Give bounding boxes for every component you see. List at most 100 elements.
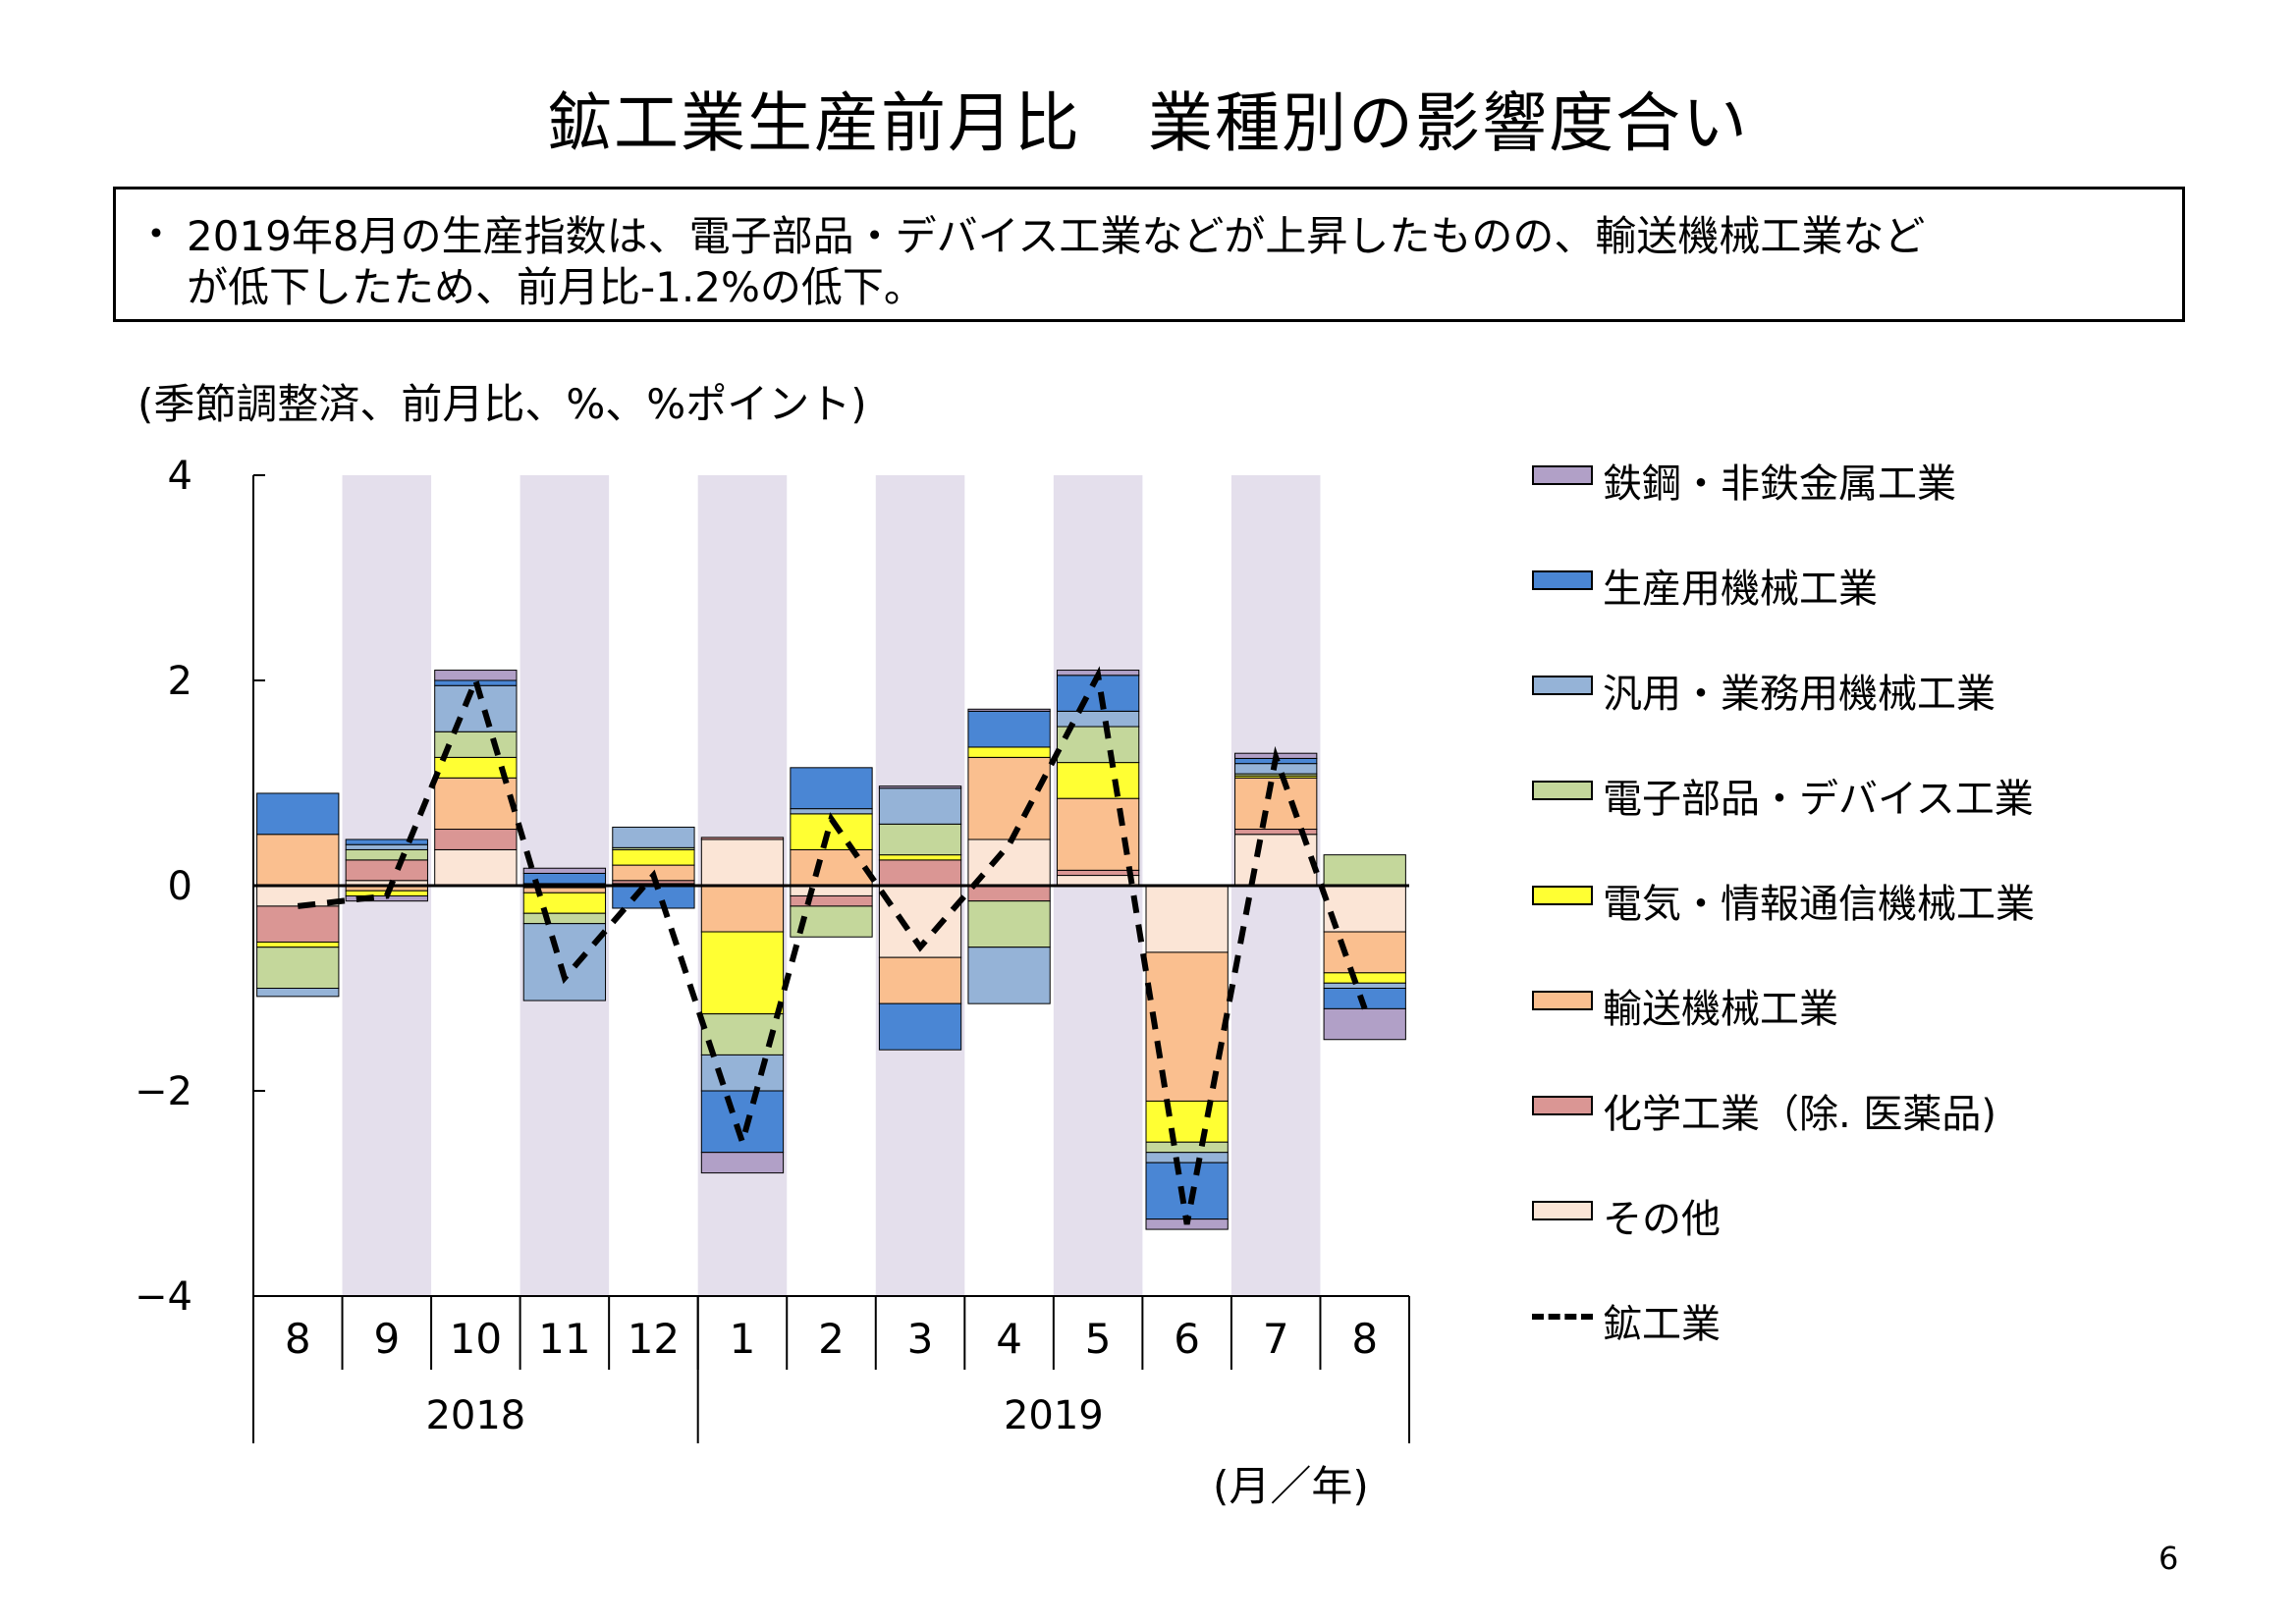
- legend-item: 生産用機械工業: [1532, 557, 2219, 612]
- bar-segment: [256, 885, 340, 907]
- bar-segment: [700, 1152, 785, 1174]
- legend-label: 輸送機械工業: [1603, 987, 1838, 1032]
- bar-segment: [1145, 1162, 1229, 1220]
- page-title: 鉱工業生産前月比 業種別の影響度合い: [547, 85, 1749, 161]
- bar-segment: [1145, 1152, 1229, 1164]
- bar-segment: [967, 885, 1051, 902]
- chart-unit-label: (季節調整済、前月比、%、%ポイント): [137, 380, 867, 428]
- bar-segment: [967, 746, 1051, 758]
- total-production-line: [297, 666, 1368, 1225]
- page-number: 6: [2159, 1540, 2179, 1577]
- bar-segment: [1145, 1141, 1229, 1154]
- bar-segment: [878, 1002, 962, 1051]
- y-tick-label: −2: [135, 1069, 192, 1114]
- bar-segment: [1323, 931, 1406, 974]
- x-tick-label: 12: [628, 1315, 680, 1363]
- bar-segment: [700, 839, 785, 887]
- bar-segment: [967, 756, 1051, 840]
- bar-segment: [878, 854, 962, 861]
- bar-segment: [1056, 875, 1140, 887]
- bar-segment: [1056, 762, 1140, 799]
- y-tick-label: −4: [135, 1274, 192, 1320]
- bar-segment: [700, 837, 785, 840]
- bar-segment: [878, 956, 962, 1004]
- y-tick-label: 2: [168, 659, 192, 704]
- bar-segment: [967, 839, 1051, 887]
- bar-segment: [256, 988, 340, 998]
- legend-swatch: [1532, 1201, 1593, 1220]
- bar-segment: [878, 785, 962, 789]
- bar-segment: [256, 905, 340, 943]
- bar-segment: [878, 859, 962, 887]
- legend-swatch: [1532, 570, 1593, 590]
- bar-segment: [1145, 1100, 1229, 1143]
- bar-segment: [967, 947, 1051, 1004]
- summary-box: ・ 2019年8月の生産指数は、電子部品・デバイス工業などが上昇したものの、輸送…: [113, 187, 2185, 322]
- bar-segment: [790, 894, 873, 907]
- year-label: 2019: [1004, 1393, 1104, 1438]
- x-tick-label: 5: [1085, 1315, 1112, 1363]
- legend-swatch: [1532, 781, 1593, 800]
- legend-swatch: [1532, 991, 1593, 1010]
- bar-segment: [967, 708, 1051, 712]
- bar-segment: [1323, 972, 1406, 984]
- bar-segment: [1323, 982, 1406, 990]
- bar-segment: [1323, 854, 1406, 887]
- bar-segment: [256, 792, 340, 836]
- bar-segment: [345, 839, 428, 845]
- bar-segment: [967, 710, 1051, 748]
- y-tick-label: 0: [168, 864, 192, 909]
- bar-segment: [612, 885, 695, 909]
- bar-segment: [522, 892, 607, 914]
- bar-segment: [700, 1090, 785, 1154]
- legend-label: 生産用機械工業: [1603, 567, 1878, 612]
- bar-segment: [256, 834, 340, 887]
- legend-label: 電気・情報通信機械工業: [1603, 882, 2035, 927]
- legend-swatch: [1532, 1096, 1593, 1115]
- legend-item: 電気・情報通信機械工業: [1532, 872, 2219, 927]
- bar-segment: [522, 923, 607, 1001]
- bar-segment: [967, 900, 1051, 948]
- bar-segment: [700, 1054, 785, 1092]
- bar-segment: [612, 826, 695, 848]
- legend-swatch: [1532, 465, 1593, 485]
- summary-line-1: 2019年8月の生産指数は、電子部品・デバイス工業などが上昇したものの、輸送機械…: [187, 212, 1926, 260]
- x-tick-label: 9: [373, 1315, 400, 1363]
- x-axis-unit-label: (月／年): [1213, 1462, 1369, 1510]
- bar-segment: [256, 941, 340, 948]
- bar-segment: [700, 931, 785, 1015]
- x-tick-label: 10: [450, 1315, 502, 1363]
- bar-segment: [434, 777, 518, 831]
- bar-segment: [345, 859, 428, 882]
- bar-segment: [345, 848, 428, 861]
- legend-label: 電子部品・デバイス工業: [1603, 777, 2034, 822]
- x-tick-label: 8: [1351, 1315, 1378, 1363]
- bar-segment: [700, 885, 785, 933]
- legend-dash-swatch: [1532, 1314, 1593, 1320]
- x-tick-label: 2: [818, 1315, 845, 1363]
- bar-segment: [790, 808, 873, 815]
- bar-segment: [434, 670, 518, 681]
- legend-item: 汎用・業務用機械工業: [1532, 662, 2219, 717]
- legend-item: 鉄鋼・非鉄金属工業: [1532, 452, 2219, 507]
- bar-segment: [612, 848, 695, 866]
- legend-swatch: [1532, 676, 1593, 695]
- legend-label: 汎用・業務用機械工業: [1603, 672, 1995, 717]
- legend-item: 鉱工業: [1532, 1292, 2219, 1347]
- year-label: 2018: [425, 1393, 525, 1438]
- bar-segment: [434, 684, 518, 732]
- summary-bullet: ・: [136, 210, 178, 258]
- x-tick-label: 6: [1174, 1315, 1200, 1363]
- bar-segment: [434, 848, 518, 887]
- x-tick-label: 11: [538, 1315, 590, 1363]
- bar-segment: [434, 829, 518, 850]
- legend-item: その他: [1532, 1187, 2219, 1242]
- bar-segment: [1234, 777, 1318, 831]
- legend-label: 化学工業（除. 医薬品): [1603, 1092, 1997, 1137]
- legend-label: 鉄鋼・非鉄金属工業: [1603, 461, 1956, 507]
- legend-swatch: [1532, 886, 1593, 905]
- legend-item: 電子部品・デバイス工業: [1532, 767, 2219, 822]
- x-tick-label: 8: [285, 1315, 311, 1363]
- legend-label: その他: [1603, 1197, 1721, 1242]
